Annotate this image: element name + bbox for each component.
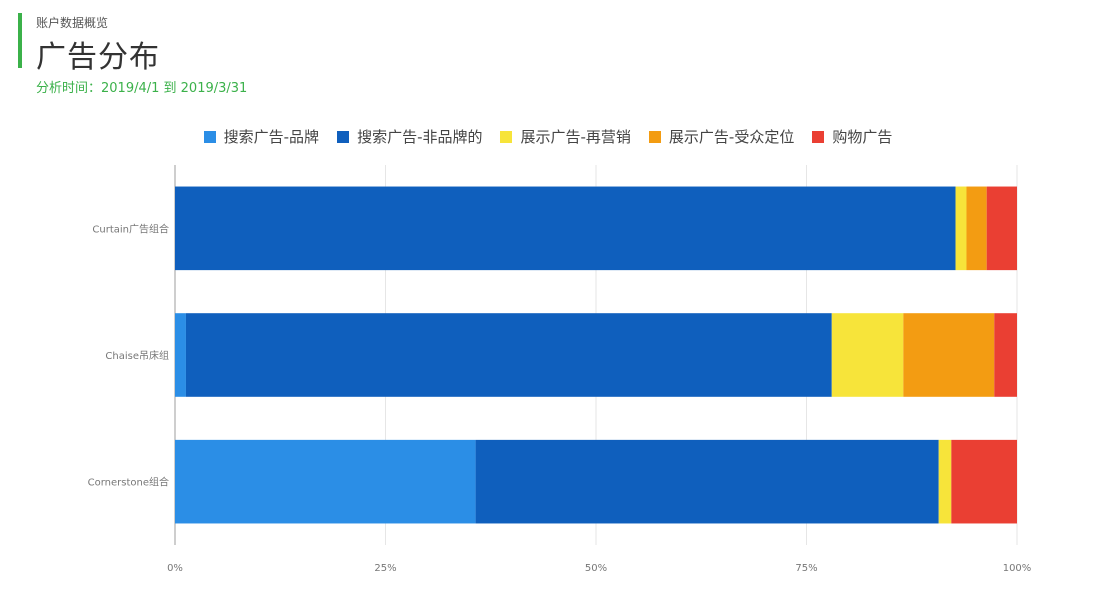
y-category-label: Chaise吊床组	[105, 349, 169, 362]
x-tick-label: 75%	[795, 563, 817, 574]
y-category-label: Cornerstone组合	[88, 476, 169, 489]
legend-item: 展示广告-再营销	[500, 126, 631, 147]
legend-swatch	[500, 130, 513, 143]
bar-segment	[938, 439, 952, 524]
bar-segment	[986, 186, 1017, 271]
date-range: 分析时间：2019/4/1 到 2019/3/31	[36, 81, 248, 96]
bar-segment	[994, 313, 1017, 397]
legend-label: 搜索广告-品牌	[223, 128, 320, 146]
legend-item: 搜索广告-非品牌的	[337, 126, 482, 147]
bar-segment	[966, 186, 987, 271]
x-tick-label: 100%	[1003, 563, 1032, 574]
bar-segment	[175, 439, 476, 524]
x-tick-label: 25%	[374, 563, 396, 574]
legend-label: 购物广告	[832, 128, 893, 146]
legend-label: 展示广告-受众定位	[668, 128, 795, 146]
legend-item: 搜索广告-品牌	[203, 126, 320, 147]
bar-segment	[175, 313, 186, 397]
legend-label: 展示广告-再营销	[520, 128, 631, 146]
bar-segment	[955, 186, 967, 271]
legend-swatch	[203, 130, 216, 143]
x-tick-label: 50%	[585, 563, 607, 574]
bar-segment	[831, 313, 904, 397]
legend-swatch	[648, 130, 661, 143]
legend-label: 搜索广告-非品牌的	[357, 128, 483, 146]
bar-segment	[175, 186, 956, 271]
bar-segment	[951, 439, 1017, 524]
legend-swatch	[812, 130, 825, 143]
legend-item: 展示广告-受众定位	[648, 126, 795, 147]
title-accent-bar	[18, 13, 22, 68]
x-tick-label: 0%	[167, 563, 183, 574]
chart-legend: 搜索广告-品牌 搜索广告-非品牌的 展示广告-再营销 展示广告-受众定位 购物广告	[0, 126, 1096, 147]
legend-swatch	[337, 130, 350, 143]
bar-segment	[903, 313, 995, 397]
section-label: 账户数据概览	[36, 16, 109, 30]
bar-segment	[475, 439, 939, 524]
legend-item: 购物广告	[812, 126, 892, 147]
y-category-label: Curtain广告组合	[92, 222, 169, 235]
page-title: 广告分布	[36, 40, 160, 75]
bar-segment	[185, 313, 832, 397]
